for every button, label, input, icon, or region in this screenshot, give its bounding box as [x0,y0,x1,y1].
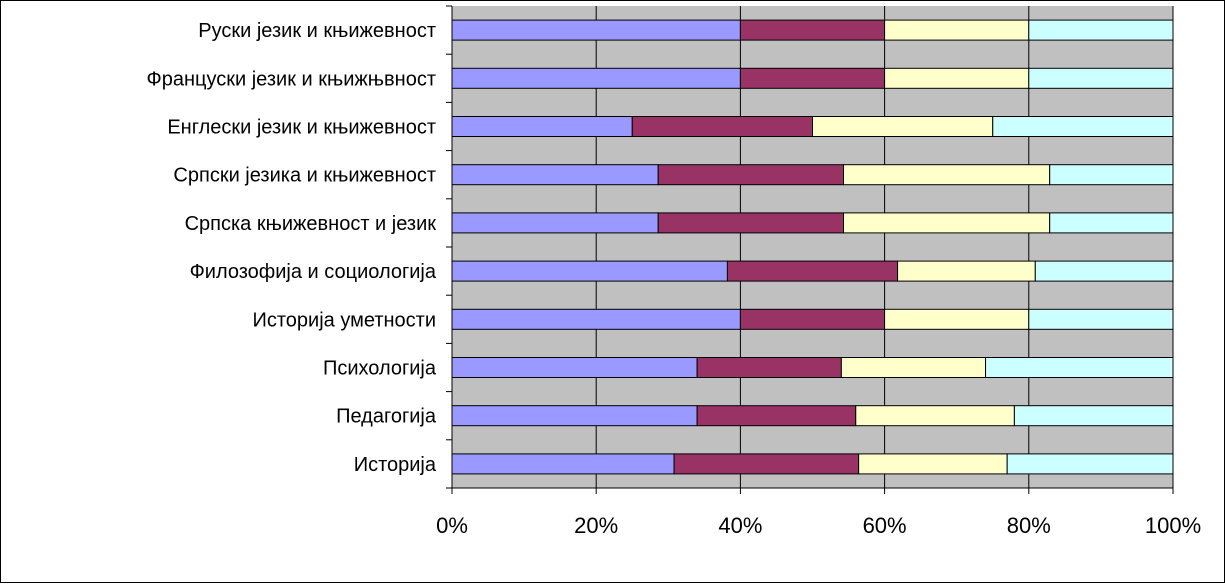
bar-segment [897,260,1036,282]
bar-segment [992,116,1174,137]
bar-segment [451,453,675,475]
bar-segment [451,405,698,427]
labels: Руски језик и књижевност Француски језик … [147,20,1202,538]
bar-segment [657,164,845,186]
category-label: Историја [354,454,437,476]
bar-segment [884,19,1030,41]
bar-segment [696,357,842,378]
bar-segment [451,260,728,282]
category-label: Српска књижевност и језик [185,213,437,235]
bar-segment [1028,308,1174,330]
bar-segment [1049,212,1174,234]
category-label: Психологија [323,358,437,380]
category-label: Руски језик и књижевност [198,20,436,42]
bar-segment [726,260,899,282]
x-tick-label: 20% [574,513,618,538]
bar-segment [739,19,886,41]
bar-segment [855,405,1015,427]
category-label: Енглески језик и књижевност [167,117,436,139]
bar-segment [451,19,741,41]
bar-segment [451,164,659,186]
bar-segment [884,308,1030,330]
bar-segment [1028,19,1174,41]
bar-segment [696,405,857,427]
bar-segment [1013,405,1174,427]
bar-segment [631,116,813,137]
bar-segment [1006,453,1174,475]
bar-segment [673,453,860,475]
x-tick-label: 0% [436,513,468,538]
bar-segment [451,308,741,330]
bar-segment [1034,260,1174,282]
bar-segment [739,67,886,89]
bar-segment [1049,164,1174,186]
category-label: Француски језик и књижњвност [147,68,436,90]
bar-segment [985,357,1174,378]
x-tick-label: 40% [718,513,762,538]
category-label: Историја уметности [253,309,437,331]
bar-segment [858,453,1008,475]
bar-segment [812,116,994,137]
bar-segment [843,164,1051,186]
bar-segment [657,212,845,234]
bar-segment [451,67,741,89]
category-label: Педагогија [336,406,437,428]
bar-segment [840,357,987,378]
axes [446,5,1174,494]
bar-segment [451,212,659,234]
bar-segment [451,116,633,137]
category-label: Српски језика и књижевност [173,165,436,187]
bar-segment [1028,67,1174,89]
bar-segment [451,357,698,378]
category-label: Филозофија и социологија [190,261,437,283]
x-tick-label: 60% [863,513,907,538]
bar-segment [739,308,886,330]
x-tick-label: 100% [1145,513,1201,538]
bar-segment [884,67,1030,89]
bar-segment [843,212,1051,234]
bars [451,19,1174,475]
x-tick-label: 80% [1007,513,1051,538]
